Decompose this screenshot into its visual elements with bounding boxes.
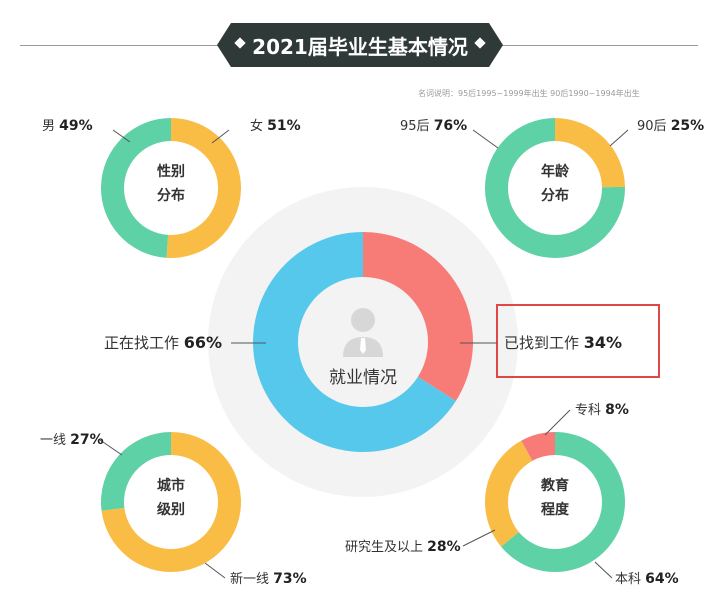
- center-label-3-1: 就业情况: [329, 368, 397, 388]
- slice-4-1: [101, 432, 242, 572]
- center-label-1-1: 性别: [157, 163, 185, 180]
- slice-1-2: [100, 118, 171, 258]
- leader-line-4-2: [99, 439, 123, 456]
- center-label-4-1: 城市: [157, 477, 185, 494]
- person-icon: [343, 308, 383, 357]
- title-line-right: [502, 45, 698, 46]
- center-label-2-1: 年龄: [541, 163, 570, 180]
- slice-label-1-1: 女 51%: [250, 118, 301, 134]
- slice-2-1: [555, 118, 625, 188]
- slice-label-3-2: 正在找工作 66%: [104, 333, 222, 352]
- slice-5-2: [485, 440, 533, 547]
- center-label-5-2: 程度: [541, 501, 570, 518]
- slice-2-2: [484, 118, 625, 258]
- slice-label-5-1: 本科 64%: [615, 571, 679, 587]
- slice-3-1: [363, 232, 473, 401]
- slice-label-2-2: 95后 76%: [400, 118, 467, 134]
- definition-note: 名词说明：95后1995~1999年出生 90后1990~1994年出生: [418, 89, 640, 98]
- leader-line-5-3: [544, 409, 571, 436]
- slice-3-2: [252, 231, 456, 452]
- title-line-left: [20, 45, 218, 46]
- donut-chart-3: 就业情况 已找到工作 34% 正在找工作 66%: [104, 231, 622, 452]
- slice-label-5-3: 专科 8%: [575, 402, 629, 418]
- leader-line-2-2: [472, 129, 499, 149]
- slice-5-1: [501, 432, 625, 572]
- slice-5-3: [521, 432, 555, 461]
- leader-line-1-1: [211, 129, 230, 144]
- slice-label-1-2: 男 49%: [42, 118, 93, 134]
- leader-line-5-1: [594, 561, 613, 579]
- center-label-2-2: 分布: [541, 187, 569, 204]
- center-label-4-2: 级别: [157, 501, 185, 518]
- slice-label-3-1: 已找到工作 34%: [504, 333, 622, 352]
- leader-line-1-2: [112, 129, 131, 143]
- center-label-1-2: 分布: [157, 187, 185, 204]
- page-title: 2021届毕业生基本情况: [217, 23, 503, 67]
- leader-line-2-1: [609, 129, 629, 147]
- slice-label-4-1: 新一线 73%: [230, 571, 307, 587]
- slice-4-2: [101, 432, 171, 511]
- leader-line-4-1: [204, 562, 226, 579]
- slice-1-1: [166, 118, 241, 258]
- slice-label-5-2: 研究生及以上 28%: [345, 539, 461, 555]
- center-label-5-1: 教育: [541, 477, 569, 494]
- leader-line-5-2: [462, 529, 496, 547]
- highlight-box: [496, 304, 660, 378]
- slice-label-4-2: 一线 27%: [40, 432, 104, 448]
- slice-label-2-1: 90后 25%: [637, 118, 704, 134]
- title-banner: 2021届毕业生基本情况: [0, 20, 720, 70]
